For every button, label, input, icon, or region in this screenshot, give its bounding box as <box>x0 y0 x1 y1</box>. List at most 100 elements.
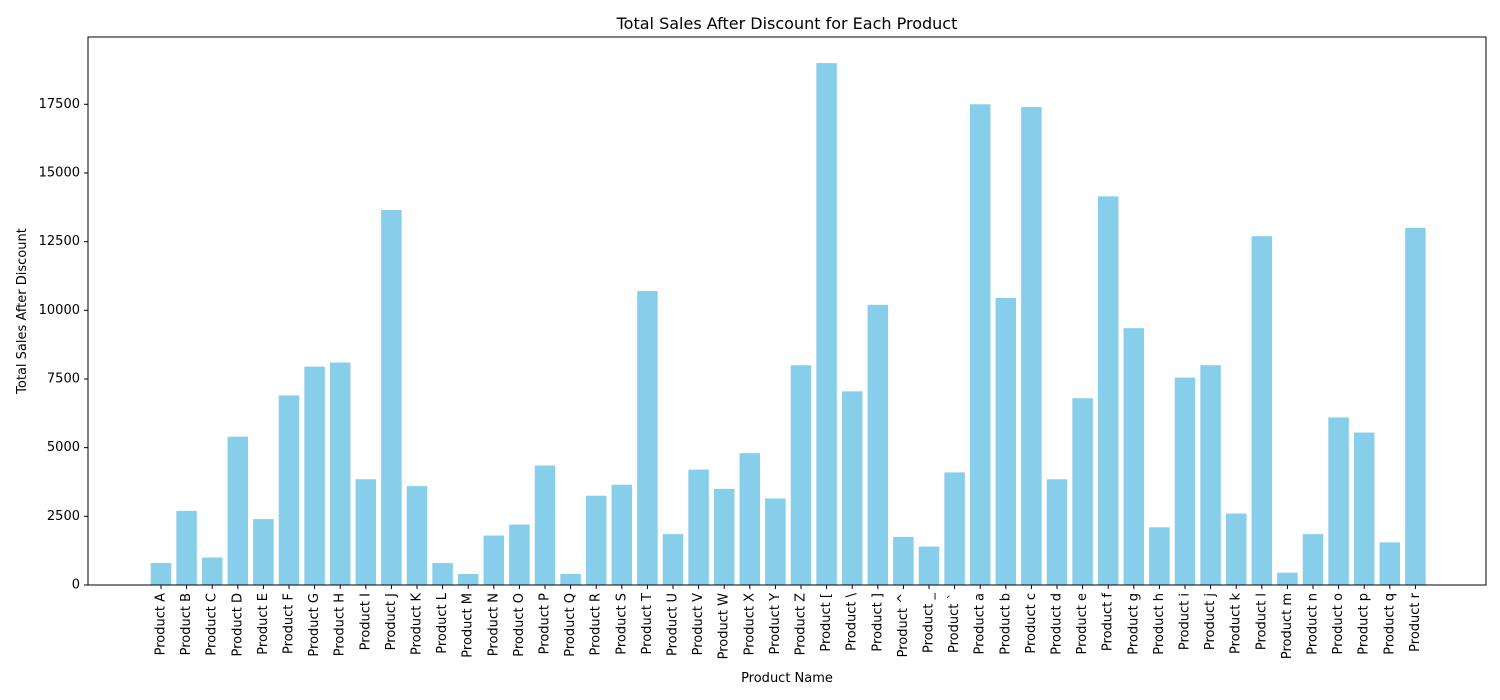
x-axis-title: Product Name <box>741 671 833 686</box>
x-tick-label: Product Q <box>563 593 578 657</box>
bar-20 <box>637 291 658 585</box>
bar-40 <box>1149 527 1170 585</box>
bar-38 <box>1097 196 1119 585</box>
bars-group <box>150 63 1426 586</box>
bar-11 <box>406 486 428 585</box>
y-tick-label: 17500 <box>39 97 80 112</box>
bar-6 <box>278 395 300 585</box>
x-tick-label: Product _ <box>922 593 937 653</box>
y-axis: 0 2500 5000 7500 10000 12500 15000 17500 <box>39 97 88 593</box>
bar-28 <box>841 391 863 585</box>
y-tick-label: 10000 <box>39 303 80 318</box>
x-tick-label: Product R <box>589 593 604 656</box>
bar-10 <box>381 210 402 586</box>
bar-9 <box>355 479 377 585</box>
x-tick-label: Product g <box>1126 593 1141 655</box>
x-tick-label: Product T <box>640 593 655 654</box>
x-tick-label: Product h <box>1152 593 1167 655</box>
bar-2 <box>176 510 197 585</box>
x-tick-label: Product p <box>1357 593 1372 655</box>
x-tick-label: Product e <box>1075 593 1090 655</box>
bar-14 <box>483 535 505 585</box>
x-tick-label: Product a <box>973 593 988 654</box>
x-tick-label: Product G <box>307 593 322 657</box>
bar-7 <box>304 366 325 585</box>
x-tick-label: Product r <box>1408 592 1423 651</box>
x-tick-label: Product D <box>230 593 245 657</box>
bar-15 <box>509 524 530 585</box>
x-tick-label: Product o <box>1331 593 1346 654</box>
bar-8 <box>329 362 351 585</box>
x-tick-label: Product S <box>614 593 629 655</box>
y-axis-title: Total Sales After Discount <box>15 228 30 395</box>
bar-23 <box>713 488 735 585</box>
x-tick-label: Product O <box>512 593 527 657</box>
x-tick-label: Product E <box>256 593 271 655</box>
bar-45 <box>1277 572 1298 585</box>
bar-33 <box>969 104 991 585</box>
x-tick-label: Product U <box>666 593 681 656</box>
bar-4 <box>227 436 249 585</box>
x-tick-label: Product J <box>384 593 399 650</box>
x-tick-label: Product ^ <box>896 593 911 657</box>
x-tick-label: Product P <box>538 593 553 654</box>
x-tick-label: Product i <box>1178 593 1193 650</box>
bar-39 <box>1123 328 1145 585</box>
x-tick-label: Product k <box>1229 593 1244 654</box>
bar-50 <box>1405 227 1426 585</box>
bar-12 <box>432 563 453 585</box>
bar-25 <box>765 498 786 585</box>
y-tick-label: 0 <box>72 578 80 593</box>
bar-17 <box>560 574 581 585</box>
x-tick-label: Product \ <box>845 592 860 650</box>
bar-34 <box>995 297 1017 585</box>
bar-3 <box>201 557 223 585</box>
x-tick-label: Product b <box>998 593 1013 655</box>
x-tick-label: Product f <box>1101 593 1116 651</box>
x-tick-label: Product l <box>1254 593 1269 650</box>
y-tick-label: 2500 <box>47 509 80 524</box>
bar-36 <box>1046 479 1068 585</box>
bar-18 <box>585 495 607 585</box>
y-tick-label: 7500 <box>47 371 80 386</box>
bar-37 <box>1072 398 1093 585</box>
x-axis: Product A Product B Product C Product D Prod… <box>154 585 1423 659</box>
bar-41 <box>1174 377 1196 585</box>
x-tick-label: Product m <box>1280 593 1295 659</box>
bar-29 <box>867 304 889 585</box>
bar-47 <box>1328 417 1349 585</box>
bar-46 <box>1302 534 1324 585</box>
bar-32 <box>944 472 965 585</box>
bar-43 <box>1225 513 1247 585</box>
plot-frame <box>87 36 1487 586</box>
x-tick-label: Product H <box>333 593 348 656</box>
x-tick-label: Product Y <box>768 593 783 654</box>
bar-1 <box>150 563 172 585</box>
x-tick-label: Product c <box>1024 593 1039 654</box>
x-tick-label: Product X <box>742 593 757 655</box>
bar-27 <box>816 63 837 586</box>
bar-13 <box>457 574 479 585</box>
bar-24 <box>739 453 761 585</box>
x-tick-label: Product A <box>154 593 169 655</box>
x-tick-label: Product B <box>179 593 194 655</box>
x-tick-label: Product ] <box>870 593 885 652</box>
bar-49 <box>1379 542 1401 585</box>
bar-35 <box>1021 107 1042 586</box>
bar-42 <box>1200 365 1221 585</box>
x-tick-label: Product n <box>1306 593 1321 655</box>
bar-44 <box>1251 236 1273 585</box>
x-tick-label: Product C <box>205 593 220 656</box>
bar-5 <box>253 519 274 585</box>
y-tick-label: 5000 <box>47 440 80 455</box>
bar-21 <box>662 534 684 585</box>
chart-title: Total Sales After Discount for Each Prod… <box>616 14 958 33</box>
bar-19 <box>611 484 633 585</box>
x-tick-label: Product K <box>410 593 425 655</box>
x-tick-label: Product L <box>435 592 450 653</box>
x-tick-label: Product I <box>358 593 373 650</box>
x-tick-label: Product Z <box>794 593 809 655</box>
x-tick-label: Product N <box>486 593 501 656</box>
x-tick-label: Product ` <box>947 593 962 653</box>
